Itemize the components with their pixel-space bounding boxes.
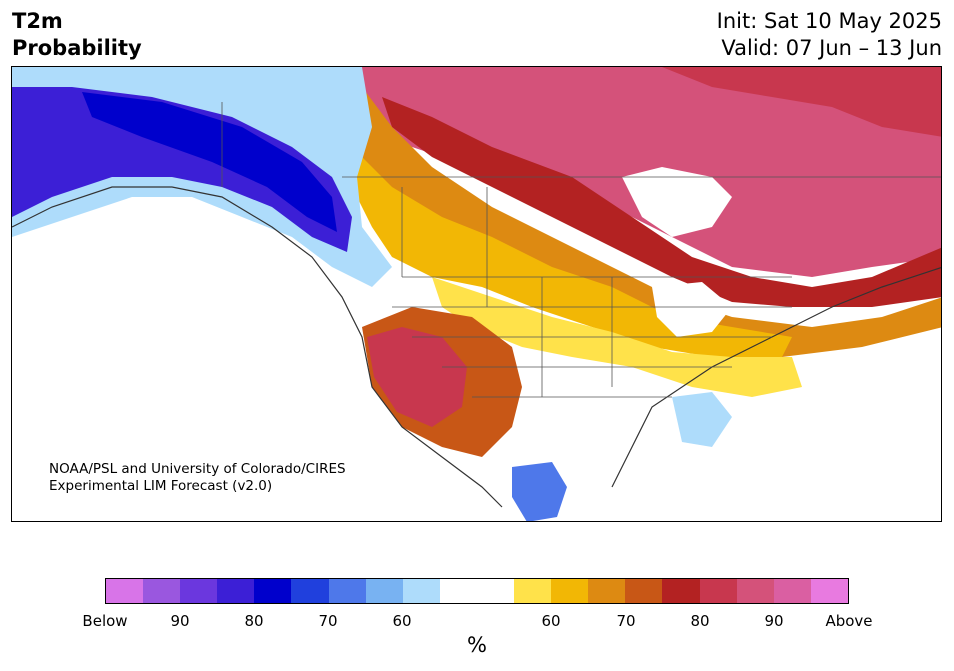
colorbar-swatch bbox=[143, 579, 181, 603]
colorbar-tick-label: 80 bbox=[244, 612, 264, 630]
valid-range: Valid: 07 Jun – 13 Jun bbox=[721, 36, 942, 60]
prairie-gold bbox=[352, 147, 792, 357]
title-type: Probability bbox=[12, 36, 142, 60]
colorbar-tick-label: Above bbox=[825, 612, 873, 630]
admin-borders bbox=[221, 102, 941, 398]
colorbar-tick-label: 80 bbox=[690, 612, 710, 630]
colorbar-tick-label: 70 bbox=[616, 612, 636, 630]
colorbar-swatch bbox=[810, 579, 848, 603]
prairie-orange bbox=[352, 87, 941, 357]
colorbar-tick-label: 90 bbox=[170, 612, 190, 630]
colorbar-swatch bbox=[180, 579, 218, 603]
hudson-bay bbox=[622, 167, 732, 237]
colorbar-tick-label: 70 bbox=[318, 612, 338, 630]
colorbar-tick-label: 90 bbox=[764, 612, 784, 630]
colorbar bbox=[105, 578, 849, 604]
colorbar-swatch bbox=[514, 579, 552, 603]
credit-line-1: NOAA/PSL and University of Colorado/CIRE… bbox=[49, 461, 346, 477]
mexico-blue bbox=[512, 462, 567, 521]
forecast-dates: Init: Sat 10 May 2025 Valid: 07 Jun – 13… bbox=[717, 8, 942, 62]
map-panel bbox=[11, 66, 942, 522]
colorbar-swatch bbox=[773, 579, 811, 603]
colorbar-swatch bbox=[106, 579, 144, 603]
colorbar-tick-label: 60 bbox=[541, 612, 561, 630]
colorbar-swatch bbox=[365, 579, 403, 603]
colorbar-swatch bbox=[254, 579, 292, 603]
alaska-blue bbox=[12, 87, 352, 252]
title-variable: T2m bbox=[12, 9, 63, 33]
colorbar-swatch bbox=[699, 579, 737, 603]
colorbar-unit: % bbox=[467, 633, 487, 657]
southeast-light-blue bbox=[672, 392, 732, 447]
credit-note: NOAA/PSL and University of Colorado/CIRE… bbox=[49, 461, 346, 495]
great-lakes bbox=[652, 282, 732, 337]
coastline bbox=[12, 186, 941, 508]
colorbar-swatch bbox=[662, 579, 700, 603]
colorbar-swatch bbox=[402, 579, 440, 603]
colorbar-swatch bbox=[217, 579, 255, 603]
colorbar-swatch bbox=[328, 579, 366, 603]
alaska-deep-blue bbox=[82, 92, 337, 232]
colorbar-swatch bbox=[736, 579, 774, 603]
colorbar-swatch bbox=[476, 579, 515, 603]
colorbar-swatch bbox=[588, 579, 626, 603]
colorbar-ticks: Below 90 80 70 60 60 70 80 90 Above bbox=[0, 612, 954, 632]
init-date: Init: Sat 10 May 2025 bbox=[716, 9, 942, 33]
arctic-above-strong bbox=[662, 67, 941, 137]
credit-line-2: Experimental LIM Forecast (v2.0) bbox=[49, 478, 273, 494]
colorbar-swatch bbox=[439, 579, 477, 603]
map-title: T2m Probability bbox=[12, 8, 142, 62]
southwest-core bbox=[367, 327, 467, 427]
colorbar-swatch bbox=[291, 579, 329, 603]
map-canvas bbox=[12, 67, 941, 521]
colorbar-tick-label: 60 bbox=[392, 612, 412, 630]
colorbar-swatch bbox=[551, 579, 589, 603]
colorbar-tick-label: Below bbox=[82, 612, 128, 630]
colorbar-swatch bbox=[625, 579, 663, 603]
